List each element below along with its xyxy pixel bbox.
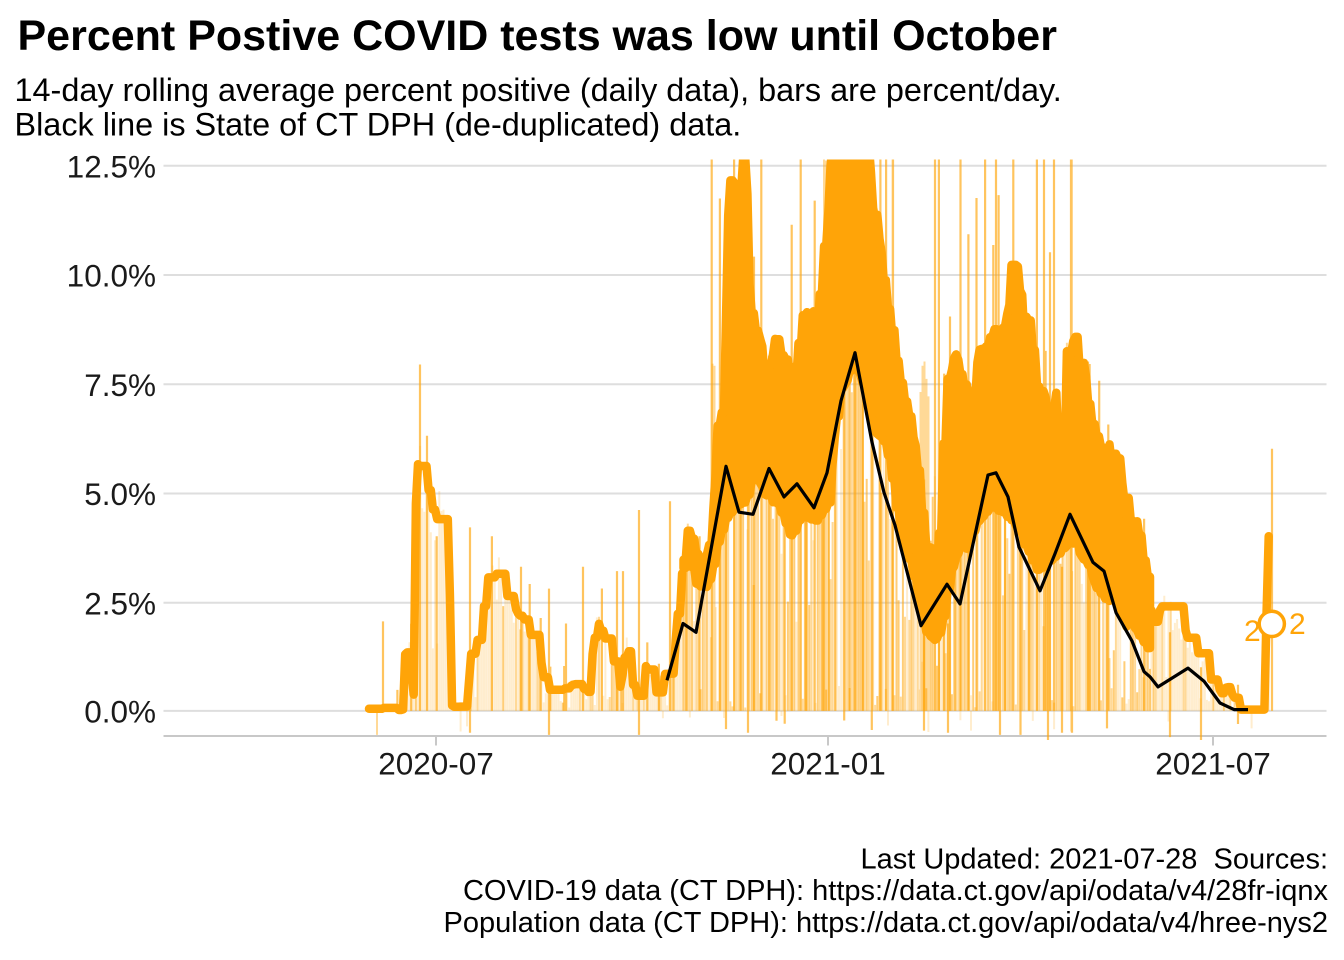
svg-text:7.5%: 7.5%	[84, 367, 156, 403]
svg-text:2020-07: 2020-07	[378, 746, 494, 782]
svg-text:2021-01: 2021-01	[770, 746, 886, 782]
svg-text:Last Updated: 2021-07-28 Sour: Last Updated: 2021-07-28 Sources:	[860, 844, 1328, 876]
svg-text:12.5%: 12.5%	[67, 149, 156, 185]
svg-text:COVID-19 data (CT DPH): https:: COVID-19 data (CT DPH): https://data.ct.…	[463, 875, 1329, 907]
svg-text:Percent Postive COVID tests wa: Percent Postive COVID tests was low unti…	[18, 12, 1058, 60]
svg-text:Population data (CT DPH): http: Population data (CT DPH): https://data.c…	[444, 907, 1328, 939]
svg-text:0.0%: 0.0%	[84, 694, 156, 730]
svg-text:2: 2	[1289, 608, 1306, 641]
svg-text:2.5%: 2.5%	[84, 585, 156, 621]
svg-text:2: 2	[1244, 615, 1261, 648]
svg-text:5.0%: 5.0%	[84, 476, 156, 512]
svg-text:14-day rolling average percent: 14-day rolling average percent positive …	[15, 72, 1062, 108]
svg-text:Black line is State of CT DPH: Black line is State of CT DPH (de-duplic…	[15, 106, 742, 142]
svg-text:10.0%: 10.0%	[67, 258, 156, 294]
svg-text:2021-07: 2021-07	[1155, 746, 1271, 782]
